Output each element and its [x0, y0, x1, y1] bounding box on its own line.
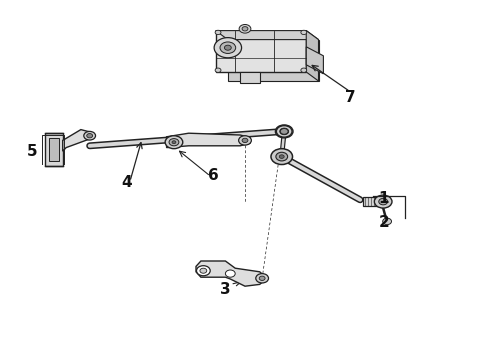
Circle shape: [280, 128, 289, 135]
Text: 5: 5: [26, 144, 37, 159]
Polygon shape: [216, 31, 318, 40]
Circle shape: [275, 125, 293, 138]
Text: 6: 6: [208, 168, 219, 183]
Circle shape: [225, 270, 235, 277]
Polygon shape: [228, 40, 318, 81]
Circle shape: [220, 42, 236, 54]
Circle shape: [242, 27, 248, 31]
Circle shape: [196, 266, 210, 276]
Circle shape: [276, 152, 288, 161]
Circle shape: [242, 138, 248, 143]
Circle shape: [239, 136, 251, 145]
Polygon shape: [63, 130, 91, 151]
Circle shape: [200, 268, 207, 273]
Polygon shape: [196, 261, 267, 286]
Polygon shape: [306, 31, 318, 81]
Text: 3: 3: [220, 282, 231, 297]
Text: 4: 4: [121, 175, 132, 190]
Circle shape: [279, 155, 284, 158]
Circle shape: [224, 45, 231, 50]
Circle shape: [383, 218, 392, 225]
Circle shape: [87, 134, 93, 138]
Circle shape: [214, 38, 242, 58]
Circle shape: [165, 136, 183, 149]
Text: 7: 7: [345, 90, 356, 105]
Polygon shape: [167, 133, 250, 148]
Polygon shape: [216, 31, 306, 72]
Polygon shape: [240, 72, 260, 83]
Circle shape: [239, 24, 251, 33]
Polygon shape: [363, 197, 380, 206]
Circle shape: [256, 274, 269, 283]
Circle shape: [301, 30, 307, 35]
Circle shape: [215, 30, 221, 35]
Circle shape: [301, 68, 307, 72]
Circle shape: [215, 68, 221, 72]
Circle shape: [172, 141, 176, 144]
Circle shape: [374, 195, 392, 208]
Polygon shape: [45, 133, 63, 166]
Circle shape: [379, 198, 388, 205]
Circle shape: [169, 139, 179, 146]
Polygon shape: [306, 47, 323, 74]
Circle shape: [84, 131, 96, 140]
Circle shape: [259, 276, 265, 280]
Circle shape: [271, 149, 293, 165]
Circle shape: [280, 129, 288, 134]
Polygon shape: [49, 138, 59, 161]
Text: 1: 1: [378, 190, 389, 206]
Text: 2: 2: [378, 215, 389, 230]
Circle shape: [276, 126, 292, 137]
